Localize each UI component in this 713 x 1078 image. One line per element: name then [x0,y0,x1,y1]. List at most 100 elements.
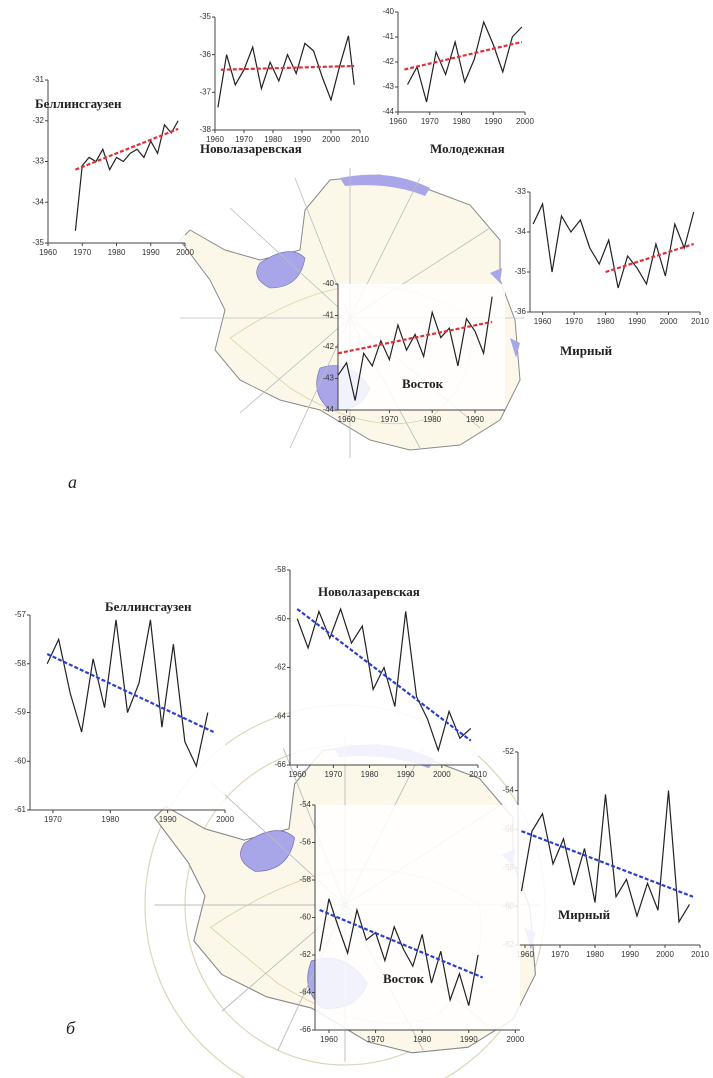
series-line [217,35,355,108]
x-tick-label: 1980 [423,415,441,424]
x-tick-label: 2000 [322,135,340,144]
y-tick-label: -32 [32,116,44,125]
y-tick-label: -36 [514,307,526,316]
x-tick-label: 1980 [361,770,379,779]
x-tick-label: 2000 [216,815,234,824]
y-tick-label: -33 [514,187,526,196]
y-tick-label: -58 [299,875,311,884]
plot-background [398,12,525,112]
y-tick-label: -38 [199,125,211,134]
trend-line [605,242,695,274]
x-tick-label: 2000 [176,248,194,257]
y-tick-label: -58 [14,659,26,668]
y-tick-label: -36 [199,50,211,59]
y-tick-label: -56 [299,838,311,847]
y-tick-label: -31 [32,75,44,84]
chart-title: Восток [383,971,425,986]
y-tick-label: -37 [199,87,211,96]
x-tick-label: 1990 [484,117,502,126]
x-tick-label: 2000 [506,1035,524,1044]
plot-background [215,17,360,130]
trend-line [296,608,472,742]
y-tick-label: -66 [274,760,286,769]
y-tick-label: -62 [274,663,286,672]
x-tick-label: 1990 [460,1035,478,1044]
y-tick-label: -54 [299,800,311,809]
x-tick-label: 1980 [597,317,615,326]
x-tick-label: 1990 [397,770,415,779]
inset-chart: -57 -58 -59 -60 -61 1970 1980 1990 2000 Беллинсга… [14,599,234,824]
x-tick-label: 1970 [324,770,342,779]
y-tick-label: -40 [382,7,394,16]
y-tick-label: -62 [299,950,311,959]
trend-line [521,830,694,898]
y-tick-label: -43 [322,374,334,383]
plot-background [338,284,505,410]
y-tick-label: -33 [32,157,44,166]
chart-title: Новолазаревская [318,584,420,599]
x-tick-label: 1970 [551,950,569,959]
x-tick-label: 1970 [235,135,253,144]
inset-chart: -54 -56 -58 -60 -62 -64 -66 1960 1970 1980 1990 200… [299,800,524,1044]
trend-line [404,40,523,71]
x-tick-label: 1990 [142,248,160,257]
y-tick-label: -41 [382,32,394,41]
x-tick-label: 1960 [516,950,534,959]
x-tick-label: 1980 [108,248,126,257]
y-tick-label: -44 [382,107,394,116]
x-tick-label: 1970 [380,415,398,424]
panel-label: б [66,1018,76,1038]
x-tick-label: 1960 [206,135,224,144]
y-tick-label: -41 [322,311,334,320]
x-tick-label: 1980 [586,950,604,959]
x-tick-label: 2010 [351,135,369,144]
y-tick-label: -60 [274,614,286,623]
x-tick-label: 1960 [389,117,407,126]
inset-chart: -40 -41 -42 -43 -44 1960 1970 1980 1990 Восток [322,279,505,424]
y-tick-label: -64 [299,988,311,997]
y-tick-label: -43 [382,82,394,91]
x-tick-label: 2010 [469,770,487,779]
chart-title: Молодежная [430,141,505,156]
series-line [46,619,209,768]
chart-title: Мирный [558,907,611,922]
series-line [74,120,179,231]
series-line [406,20,523,103]
x-tick-label: 1960 [320,1035,338,1044]
y-tick-label: -57 [14,610,26,619]
panel-label: а [68,472,77,492]
x-tick-label: 2010 [691,950,709,959]
y-tick-label: -64 [274,711,286,720]
series-line [337,296,493,401]
series-line [520,790,691,924]
y-tick-label: -54 [502,786,514,795]
chart-title: Восток [402,376,444,391]
trend-line [220,64,355,71]
x-tick-label: 1970 [421,117,439,126]
y-tick-label: -52 [502,747,514,756]
x-tick-label: 2000 [656,950,674,959]
y-tick-label: -61 [14,805,26,814]
plot-background [315,805,520,1030]
chart-title: Новолазаревская [200,141,302,156]
x-tick-label: 2000 [516,117,534,126]
y-tick-label: -44 [322,405,334,414]
y-tick-label: -35 [32,238,44,247]
series-line [532,201,695,289]
y-tick-label: -42 [322,342,334,351]
x-tick-label: 2000 [433,770,451,779]
y-tick-label: -34 [32,197,44,206]
x-tick-label: 1990 [621,950,639,959]
trend-line [46,653,214,733]
x-tick-label: 1980 [101,815,119,824]
x-tick-label: 1960 [534,317,552,326]
x-tick-label: 1970 [565,317,583,326]
y-tick-label: -60 [299,913,311,922]
y-tick-label: -40 [322,279,334,288]
x-tick-label: 2000 [660,317,678,326]
x-tick-label: 1990 [293,135,311,144]
